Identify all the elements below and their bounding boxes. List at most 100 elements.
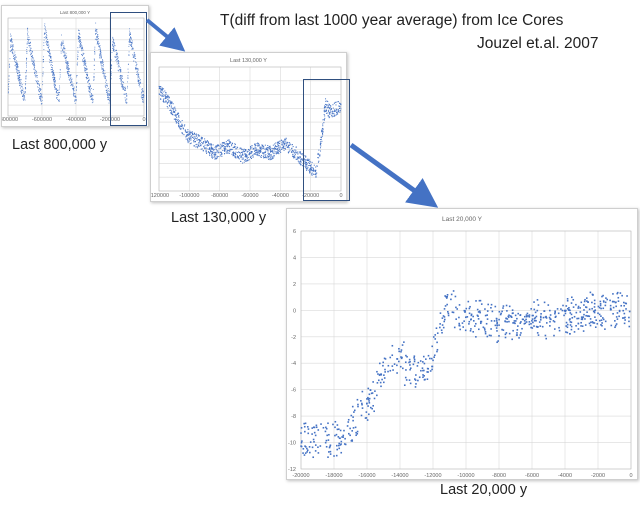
data-point (135, 58, 137, 60)
data-point (275, 148, 277, 150)
data-point (85, 68, 86, 69)
data-point (174, 108, 176, 110)
data-point (54, 78, 56, 80)
data-point (466, 316, 469, 318)
data-point (300, 159, 302, 161)
data-point (89, 83, 90, 84)
data-point (612, 306, 615, 309)
data-point (227, 152, 229, 154)
data-point (161, 87, 163, 89)
data-point (307, 160, 309, 162)
data-point (86, 76, 88, 78)
data-point (304, 162, 306, 164)
data-point (202, 143, 204, 145)
data-point (584, 306, 587, 308)
data-point (328, 104, 330, 106)
data-point (166, 96, 168, 98)
x-tick-label: -600000 (32, 117, 52, 123)
data-point (83, 61, 85, 62)
data-point (100, 50, 102, 51)
data-point (333, 455, 335, 457)
data-point (89, 92, 91, 94)
data-point (9, 50, 11, 52)
data-point (137, 67, 139, 69)
data-point (32, 55, 33, 56)
data-point (336, 112, 338, 114)
data-point (304, 159, 306, 161)
data-point (463, 309, 466, 312)
data-point (12, 49, 14, 51)
data-point (588, 322, 591, 325)
data-point (25, 88, 27, 90)
data-point (464, 311, 466, 313)
data-point (166, 97, 168, 99)
data-point (82, 61, 84, 63)
data-point (458, 304, 461, 306)
data-point (222, 142, 224, 144)
data-point (211, 154, 213, 156)
data-point (499, 313, 502, 316)
data-point (29, 39, 31, 40)
data-point (572, 306, 575, 308)
data-point (26, 50, 28, 52)
data-point (583, 300, 586, 303)
data-point (62, 50, 64, 52)
data-point (11, 49, 13, 51)
data-point (121, 79, 122, 81)
data-point (209, 147, 211, 149)
data-point (260, 154, 262, 156)
data-point (188, 138, 190, 140)
data-point (211, 157, 213, 159)
data-point (287, 145, 289, 147)
data-point (141, 97, 143, 99)
data-point (133, 51, 135, 53)
data-point (104, 70, 106, 72)
data-point (141, 88, 143, 90)
data-point (226, 142, 228, 144)
data-point (59, 69, 61, 71)
data-point (85, 77, 87, 78)
data-point (431, 368, 433, 371)
data-point (198, 134, 200, 136)
data-point (413, 355, 416, 358)
data-point (56, 89, 58, 91)
data-point (106, 90, 107, 92)
data-point (11, 50, 12, 52)
data-point (58, 89, 60, 91)
data-point (368, 393, 371, 396)
data-point (98, 46, 100, 48)
data-point (62, 43, 64, 44)
x-tick-label: -800000 (2, 117, 18, 123)
data-point (565, 331, 567, 333)
data-point (542, 316, 545, 319)
data-point (267, 146, 269, 148)
data-point (92, 97, 93, 99)
data-point (223, 145, 225, 147)
data-point (525, 321, 528, 323)
data-point (66, 66, 67, 68)
data-point (75, 95, 77, 97)
data-point (232, 152, 234, 154)
data-point (63, 54, 65, 56)
data-point (623, 322, 626, 325)
data-point (233, 146, 235, 148)
data-point (392, 369, 394, 371)
data-point (325, 439, 328, 442)
data-point (409, 364, 411, 366)
x-tick-label: -4000 (558, 473, 572, 479)
data-point (26, 59, 27, 61)
data-point (403, 341, 405, 343)
data-point (34, 66, 35, 68)
data-point (58, 100, 60, 101)
data-point (16, 75, 18, 77)
data-point (17, 64, 19, 66)
data-point (63, 48, 65, 50)
data-point (67, 61, 69, 63)
data-point (15, 62, 17, 63)
data-point (76, 86, 77, 87)
data-point (376, 370, 378, 373)
data-point (584, 324, 587, 326)
data-point (39, 91, 41, 93)
data-point (594, 316, 596, 318)
data-point (433, 356, 435, 358)
